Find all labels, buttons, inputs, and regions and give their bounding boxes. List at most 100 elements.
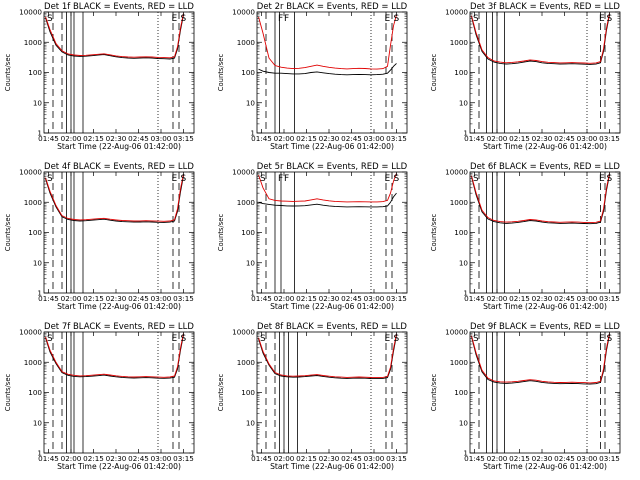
y-tick-label: 100: [454, 228, 468, 237]
lld-series-line: [45, 174, 184, 222]
x-tick-label: 02:30: [106, 134, 127, 143]
y-axis-label: Counts/sec: [430, 54, 438, 92]
x-tick-label: 02:00: [487, 134, 508, 143]
panel-title: Det 3f BLACK = Events, RED = LLD: [470, 2, 620, 12]
marker-label: S: [607, 174, 613, 184]
x-tick-label: 02:45: [341, 454, 362, 463]
x-tick-label: 03:00: [577, 454, 598, 463]
y-tick-label: 10: [33, 98, 43, 107]
x-tick-label: 01:45: [38, 134, 59, 143]
x-axis-label: Start Time (22-Aug-06 01:42:00): [483, 462, 607, 471]
lld-series-line: [258, 14, 397, 70]
marker-label: S: [260, 174, 266, 184]
x-tick-label: 03:15: [386, 134, 407, 143]
x-tick-label: 03:15: [599, 454, 620, 463]
x-tick-label: 02:15: [296, 294, 317, 303]
x-tick-label: 03:00: [151, 294, 172, 303]
x-tick-label: 03:15: [599, 134, 620, 143]
marker-label: S: [394, 334, 400, 344]
y-tick-label: 100: [241, 228, 255, 237]
y-axis-label: Counts/sec: [217, 214, 225, 252]
y-tick-label: 10000: [445, 168, 468, 177]
panel-title: Det 2r BLACK = Events, RED = LLD: [257, 2, 408, 12]
y-tick-label: 10000: [445, 8, 468, 17]
marker-label: F: [278, 174, 283, 184]
y-tick-label: 10: [459, 418, 469, 427]
x-tick-label: 02:15: [509, 134, 530, 143]
x-tick-label: 03:15: [386, 294, 407, 303]
x-tick-label: 03:00: [364, 134, 385, 143]
y-tick-label: 1: [250, 449, 255, 458]
events-series-line: [471, 14, 610, 65]
marker-label: E: [172, 14, 178, 24]
x-tick-label: 03:00: [364, 294, 385, 303]
marker-label: E: [385, 14, 391, 24]
x-tick-label: 02:45: [554, 134, 575, 143]
x-tick-label: 02:30: [532, 454, 553, 463]
y-tick-label: 10000: [19, 8, 42, 17]
x-tick-label: 02:00: [61, 454, 82, 463]
y-tick-label: 1000: [24, 198, 43, 207]
x-tick-label: 01:45: [464, 294, 485, 303]
y-axis-label: Counts/sec: [430, 214, 438, 252]
x-axis-label: Start Time (22-Aug-06 01:42:00): [270, 142, 394, 151]
events-series-line: [258, 192, 397, 208]
x-tick-label: 03:00: [577, 134, 598, 143]
x-tick-label: 02:15: [296, 134, 317, 143]
marker-label: S: [260, 334, 266, 344]
plot-frame: [256, 171, 408, 294]
marker-label: S: [47, 334, 53, 344]
lld-series-line: [45, 13, 184, 59]
y-tick-label: 100: [454, 68, 468, 77]
x-tick-label: 03:15: [386, 454, 407, 463]
x-tick-label: 02:15: [509, 454, 530, 463]
marker-label: E: [599, 14, 605, 24]
x-axis-label: Start Time (22-Aug-06 01:42:00): [270, 302, 394, 311]
y-tick-label: 10: [33, 418, 43, 427]
x-tick-label: 02:30: [532, 294, 553, 303]
marker-label: E: [172, 174, 178, 184]
x-tick-label: 01:45: [38, 294, 59, 303]
marker-label: S: [181, 174, 187, 184]
x-tick-label: 03:00: [577, 294, 598, 303]
y-tick-label: 100: [454, 388, 468, 397]
x-tick-label: 02:15: [83, 294, 104, 303]
marker-label: S: [607, 14, 613, 24]
marker-label: S: [47, 14, 53, 24]
y-axis-label: Counts/sec: [430, 374, 438, 412]
marker-label: E: [385, 334, 391, 344]
events-series-line: [45, 175, 184, 223]
y-tick-label: 1000: [450, 38, 469, 47]
x-axis-label: Start Time (22-Aug-06 01:42:00): [483, 142, 607, 151]
x-tick-label: 01:45: [464, 134, 485, 143]
x-tick-label: 01:45: [38, 454, 59, 463]
y-tick-label: 10: [246, 258, 256, 267]
x-tick-label: 01:45: [251, 294, 272, 303]
y-tick-label: 100: [28, 68, 42, 77]
y-tick-label: 1: [463, 129, 468, 138]
x-tick-label: 03:00: [364, 454, 385, 463]
y-tick-label: 1000: [450, 358, 469, 367]
x-tick-label: 02:45: [341, 134, 362, 143]
marker-label: S: [47, 174, 53, 184]
panel-title: Det 6f BLACK = Events, RED = LLD: [470, 162, 620, 172]
x-tick-label: 02:00: [274, 294, 295, 303]
x-tick-label: 02:30: [106, 294, 127, 303]
events-series-line: [45, 334, 184, 379]
x-tick-label: 02:00: [61, 294, 82, 303]
x-tick-label: 02:00: [61, 134, 82, 143]
y-tick-label: 10000: [232, 8, 255, 17]
marker-label: E: [172, 334, 178, 344]
y-tick-label: 1: [37, 289, 42, 298]
y-axis-label: Counts/sec: [217, 374, 225, 412]
x-tick-label: 02:30: [319, 454, 340, 463]
y-tick-label: 10000: [232, 168, 255, 177]
y-tick-label: 100: [28, 388, 42, 397]
marker-label: S: [473, 334, 479, 344]
panel-title: Det 8f BLACK = Events, RED = LLD: [257, 322, 407, 332]
y-tick-label: 1000: [237, 38, 256, 47]
x-tick-label: 03:15: [173, 454, 194, 463]
